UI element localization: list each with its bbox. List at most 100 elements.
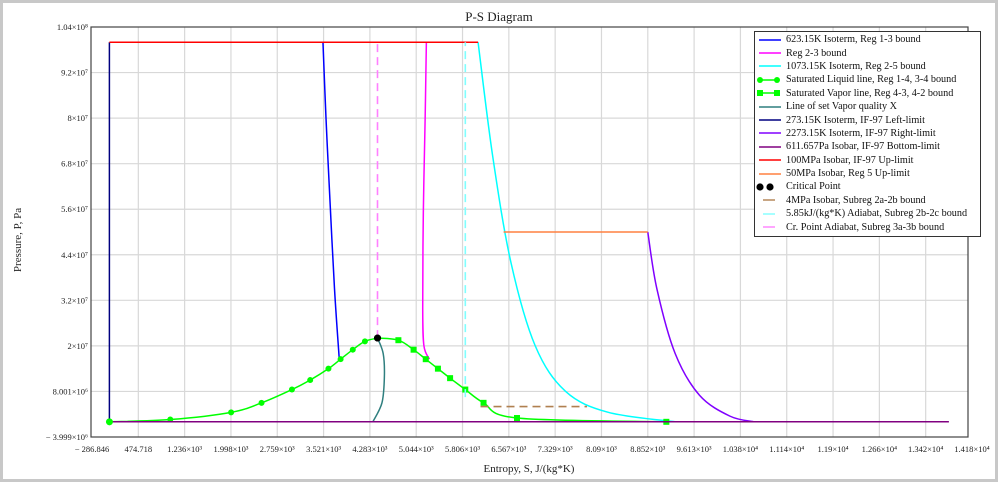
legend-label: Saturated Liquid line, Reg 1-4, 3-4 boun… bbox=[786, 74, 957, 86]
legend-symbol-icon bbox=[755, 34, 783, 46]
sat-vapor-marker bbox=[395, 337, 402, 344]
y-tick-label: 8.001×10⁶ bbox=[53, 386, 88, 396]
sat-liquid-marker bbox=[228, 409, 235, 416]
y-tick-label: 1.04×10⁸ bbox=[57, 22, 88, 32]
legend-item: 2273.15K Isoterm, IF-97 Right-limit bbox=[755, 127, 980, 140]
chart-title: P-S Diagram bbox=[465, 9, 533, 24]
sat-liquid-marker bbox=[307, 377, 314, 384]
legend-item: Critical Point bbox=[755, 180, 980, 193]
sat-vapor-marker bbox=[410, 346, 417, 353]
sat-vapor-marker bbox=[434, 365, 441, 372]
y-tick-label: 9.2×10⁷ bbox=[61, 68, 88, 78]
x-tick-label: 8.852×10³ bbox=[630, 444, 665, 454]
series-3 bbox=[109, 337, 378, 423]
legend-label: 100MPa Isobar, IF-97 Up-limit bbox=[786, 154, 914, 166]
legend-label: 2273.15K Isoterm, IF-97 Right-limit bbox=[786, 127, 936, 139]
legend-item: 4MPa Isobar, Subreg 2a-2b bound bbox=[755, 194, 980, 207]
sat-vapor-marker bbox=[422, 356, 429, 363]
legend-item: 1073.15K Isoterm, Reg 2-5 bound bbox=[755, 60, 980, 73]
legend-label: 5.85kJ/(kg*K) Adiabat, Subreg 2b-2c boun… bbox=[786, 208, 968, 220]
legend-symbol-icon bbox=[755, 208, 783, 220]
x-tick-label: 1.998×10³ bbox=[213, 444, 248, 454]
legend-item: 273.15K Isoterm, IF-97 Left-limit bbox=[755, 113, 980, 126]
legend-label: Reg 2-3 bound bbox=[786, 47, 847, 59]
y-tick-label: − 3.999×10⁶ bbox=[46, 432, 88, 442]
sat-liquid-marker bbox=[349, 346, 356, 353]
x-axis-label: Entropy, S, J/(kg*K) bbox=[483, 463, 575, 475]
legend-symbol-icon bbox=[755, 101, 783, 113]
legend-item: 5.85kJ/(kg*K) Adiabat, Subreg 2b-2c boun… bbox=[755, 207, 980, 220]
sat-liquid-marker bbox=[337, 356, 344, 363]
legend-label: Line of set Vapor quality X bbox=[786, 101, 898, 113]
y-tick-label: 3.2×10⁷ bbox=[61, 295, 88, 305]
sat-liquid-marker bbox=[325, 365, 332, 372]
critical-point-marker bbox=[374, 334, 382, 342]
x-tick-label: 6.567×10³ bbox=[491, 444, 526, 454]
y-tick-label: 2×10⁷ bbox=[67, 341, 88, 351]
x-tick-label: 1.038×10⁴ bbox=[723, 444, 758, 454]
y-tick-label: 4.4×10⁷ bbox=[61, 250, 88, 260]
legend-item: Cr. Point Adiabat, Subreg 3a-3b bound bbox=[755, 220, 980, 233]
legend-item: 611.657Pa Isobar, IF-97 Bottom-limit bbox=[755, 140, 980, 153]
x-tick-label: 1.236×10³ bbox=[167, 444, 202, 454]
series-4 bbox=[377, 337, 670, 425]
legend: 623.15K Isoterm, Reg 1-3 bound Reg 2-3 bo… bbox=[754, 31, 981, 237]
triple-point-liquid-marker bbox=[105, 418, 113, 426]
x-tick-label: 1.114×10⁴ bbox=[769, 444, 804, 454]
legend-label: Cr. Point Adiabat, Subreg 3a-3b bound bbox=[786, 221, 945, 233]
sat-liquid-marker bbox=[167, 416, 174, 423]
legend-symbol-icon bbox=[755, 221, 783, 233]
legend-label: 611.657Pa Isobar, IF-97 Bottom-limit bbox=[786, 141, 941, 153]
sat-vapor-marker bbox=[447, 375, 454, 382]
sat-liquid-marker bbox=[361, 338, 368, 345]
x-tick-label: 5.806×10³ bbox=[445, 444, 480, 454]
y-tick-label: 6.8×10⁷ bbox=[61, 159, 88, 169]
legend-item: 623.15K Isoterm, Reg 1-3 bound bbox=[755, 33, 980, 46]
legend-label: 50MPa Isobar, Reg 5 Up-limit bbox=[786, 168, 910, 180]
x-tick-label: 7.329×10³ bbox=[538, 444, 573, 454]
legend-symbol-icon bbox=[755, 154, 783, 166]
legend-label: 273.15K Isoterm, IF-97 Left-limit bbox=[786, 114, 925, 126]
legend-symbol-icon bbox=[755, 74, 783, 86]
legend-item: Line of set Vapor quality X bbox=[755, 100, 980, 113]
x-tick-label: 1.418×10⁴ bbox=[954, 444, 989, 454]
sat-liquid-marker bbox=[288, 386, 295, 393]
x-tick-label: 4.283×10³ bbox=[352, 444, 387, 454]
legend-symbol-icon bbox=[755, 87, 783, 99]
series-0 bbox=[322, 42, 341, 360]
y-tick-label: 5.6×10⁷ bbox=[61, 204, 88, 214]
series-5 bbox=[372, 337, 386, 423]
series-1 bbox=[421, 42, 431, 360]
sat-vapor-marker bbox=[480, 399, 487, 406]
legend-symbol-icon bbox=[755, 194, 783, 206]
legend-symbol-icon bbox=[755, 127, 783, 139]
legend-symbol-icon bbox=[755, 168, 783, 180]
legend-symbol-icon bbox=[755, 60, 783, 72]
legend-item: 100MPa Isobar, IF-97 Up-limit bbox=[755, 154, 980, 167]
legend-symbol-icon bbox=[755, 141, 783, 153]
legend-symbol-icon bbox=[755, 114, 783, 126]
sat-liquid-marker bbox=[258, 399, 265, 406]
x-tick-label: − 286.846 bbox=[75, 444, 110, 454]
x-tick-label: 3.521×10³ bbox=[306, 444, 341, 454]
legend-item: Reg 2-3 bound bbox=[755, 46, 980, 59]
sat-vapor-marker bbox=[514, 415, 521, 422]
legend-label: 4MPa Isobar, Subreg 2a-2b bound bbox=[786, 194, 926, 206]
x-tick-label: 1.266×10⁴ bbox=[862, 444, 897, 454]
legend-label: Critical Point bbox=[786, 181, 841, 193]
legend-label: 1073.15K Isoterm, Reg 2-5 bound bbox=[786, 60, 926, 72]
x-tick-label: 474.718 bbox=[125, 444, 153, 454]
series-7 bbox=[647, 231, 755, 423]
x-tick-label: 2.759×10³ bbox=[260, 444, 295, 454]
y-tick-label: 8×10⁷ bbox=[67, 113, 88, 123]
x-tick-label: 1.342×10⁴ bbox=[908, 444, 943, 454]
legend-label: 623.15K Isoterm, Reg 1-3 bound bbox=[786, 34, 921, 46]
legend-symbol-icon bbox=[755, 181, 783, 193]
legend-item: Saturated Vapor line, Reg 4-3, 4-2 bound bbox=[755, 87, 980, 100]
x-tick-label: 1.19×10⁴ bbox=[817, 444, 848, 454]
legend-item: 50MPa Isobar, Reg 5 Up-limit bbox=[755, 167, 980, 180]
x-tick-label: 5.044×10³ bbox=[399, 444, 434, 454]
legend-label: Saturated Vapor line, Reg 4-3, 4-2 bound bbox=[786, 87, 954, 99]
legend-symbol-icon bbox=[755, 47, 783, 59]
